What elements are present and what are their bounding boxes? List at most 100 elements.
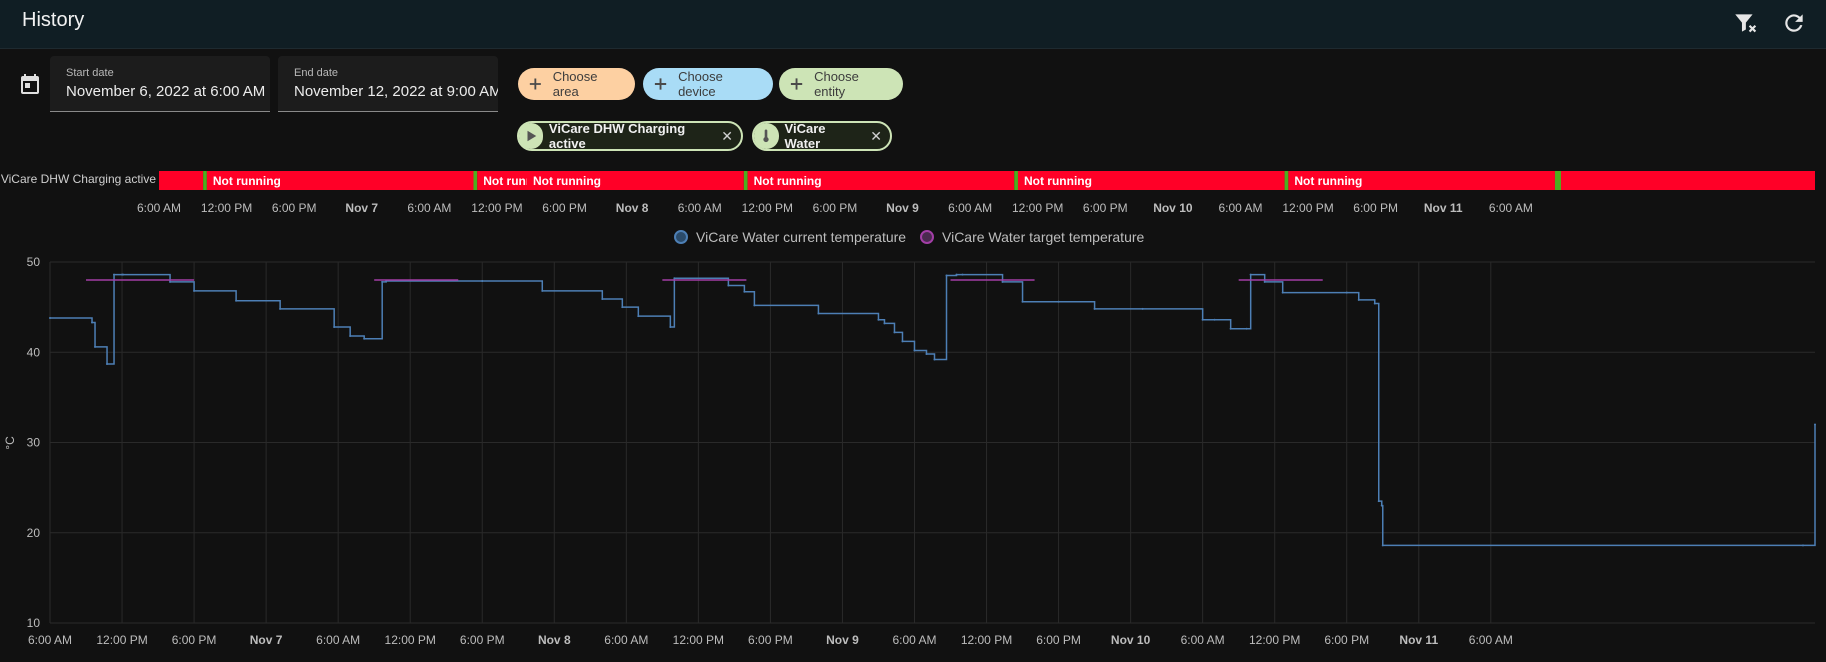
timeline-tick-label: 6:00 AM — [948, 201, 992, 215]
legend-item-current-temperature[interactable]: ViCare Water current temperature — [674, 227, 906, 247]
play-icon — [519, 123, 543, 149]
end-date-value: November 12, 2022 at 9:00 AM — [294, 83, 498, 100]
selected-entity-label: ViCare DHW Charging active — [548, 121, 686, 151]
data-point — [481, 279, 484, 282]
data-point — [49, 316, 51, 319]
choose-entity-label: Choose entity — [814, 69, 859, 99]
x-tick-label: 6:00 AM — [1181, 633, 1225, 647]
data-point — [1213, 318, 1216, 321]
timeline-tick-label: 12:00 PM — [1012, 201, 1063, 215]
x-tick-label: 6:00 PM — [1036, 633, 1081, 647]
x-tick-label: 6:00 PM — [748, 633, 793, 647]
data-point — [669, 325, 672, 328]
data-point — [1357, 298, 1360, 301]
timeline-segment-label: Not running — [213, 174, 281, 188]
timeline-segment — [477, 171, 527, 190]
calendar-icon[interactable] — [18, 72, 42, 96]
x-tick-label: Nov 10 — [1111, 633, 1151, 647]
data-point — [901, 340, 904, 343]
data-point — [1377, 500, 1380, 503]
x-tick-label: 12:00 PM — [961, 633, 1012, 647]
selected-entity-label: ViCare Water — [784, 121, 826, 151]
x-tick-label: Nov 9 — [826, 633, 859, 647]
timeline-tick-label: Nov 7 — [345, 201, 378, 215]
x-tick-label: 6:00 AM — [604, 633, 648, 647]
close-icon[interactable]: ✕ — [721, 127, 733, 144]
timeline-tick-label: Nov 9 — [886, 201, 919, 215]
data-point — [1021, 300, 1024, 303]
data-point — [381, 280, 384, 283]
timeline-tick-label: 6:00 PM — [1083, 201, 1128, 215]
timeline-tick-label: 6:00 AM — [678, 201, 722, 215]
plus-icon — [790, 78, 803, 90]
timeline-segment — [473, 171, 478, 190]
data-point — [94, 345, 97, 348]
data-point — [1814, 423, 1816, 426]
y-tick-label: 50 — [27, 255, 41, 269]
choose-device-button[interactable]: Choose device — [643, 68, 773, 100]
start-date-value: November 6, 2022 at 6:00 AM — [66, 83, 266, 100]
timeline-tick-label: 6:00 AM — [1218, 201, 1262, 215]
data-point — [169, 280, 172, 283]
data-point — [945, 274, 948, 277]
data-point — [363, 337, 366, 340]
close-icon[interactable]: ✕ — [870, 127, 882, 144]
timeline-tick-label: 6:00 PM — [1353, 201, 1398, 215]
data-point — [933, 358, 936, 361]
timeline-segment-label: Not running — [1294, 174, 1362, 188]
timeline-tick-label: Nov 8 — [616, 201, 649, 215]
data-point — [961, 273, 964, 276]
timeline-segment — [1288, 171, 1555, 190]
data-point — [883, 322, 886, 325]
legend-item-target-temperature[interactable]: ViCare Water target temperature — [920, 227, 1144, 247]
x-tick-label: 6:00 PM — [172, 633, 217, 647]
y-tick-label: 30 — [27, 436, 41, 450]
data-point — [1373, 302, 1376, 305]
data-point — [1345, 291, 1348, 294]
x-tick-label: 12:00 PM — [96, 633, 147, 647]
data-point — [193, 289, 196, 292]
data-point — [1201, 318, 1204, 321]
data-point — [925, 353, 928, 356]
refresh-icon[interactable] — [1781, 10, 1807, 36]
timeline-tick-label: 12:00 PM — [742, 201, 793, 215]
x-tick-label: 12:00 PM — [673, 633, 724, 647]
legend-swatch — [674, 230, 688, 244]
plus-icon — [654, 78, 667, 90]
choose-area-button[interactable]: Choose area — [518, 68, 635, 100]
timeline-tick-label: 6:00 AM — [1489, 201, 1533, 215]
timeline-tick-label: 6:00 AM — [137, 201, 181, 215]
plus-icon — [529, 78, 541, 90]
timeline-segment — [527, 171, 744, 190]
selected-entity-chip-charging[interactable]: ViCare DHW Charging active ✕ — [517, 121, 743, 151]
data-point — [1001, 280, 1004, 283]
timeline-segment — [747, 171, 1015, 190]
choose-entity-button[interactable]: Choose entity — [779, 68, 903, 100]
data-point — [913, 349, 916, 352]
data-point — [1380, 504, 1383, 507]
data-point — [1249, 273, 1252, 276]
start-date-label: Start date — [66, 67, 114, 79]
timeline-tick-label: 12:00 PM — [201, 201, 252, 215]
filter-remove-icon[interactable] — [1732, 10, 1758, 36]
start-date-field[interactable]: Start date November 6, 2022 at 6:00 AM — [50, 56, 270, 112]
y-tick-label: 10 — [27, 616, 41, 630]
data-point — [91, 321, 94, 324]
data-point — [601, 298, 604, 301]
timeline-tick-label: 12:00 PM — [471, 201, 522, 215]
selected-entity-chip-water[interactable]: ViCare Water ✕ — [752, 121, 892, 151]
data-point — [817, 312, 820, 315]
y-tick-label: 40 — [27, 345, 41, 359]
data-point — [893, 331, 896, 334]
x-tick-label: 6:00 AM — [316, 633, 360, 647]
data-point — [122, 273, 125, 276]
data-point — [637, 315, 640, 318]
choose-area-label: Choose area — [552, 69, 598, 99]
data-point — [753, 304, 756, 307]
state-timeline: ViCare DHW Charging active Not running Not… — [1, 171, 1815, 215]
data-point — [1801, 544, 1804, 547]
choose-device-label: Choose device — [678, 69, 723, 99]
end-date-label: End date — [294, 67, 339, 79]
timeline-segment — [1284, 171, 1289, 190]
end-date-field[interactable]: End date November 12, 2022 at 9:00 AM — [278, 56, 498, 112]
